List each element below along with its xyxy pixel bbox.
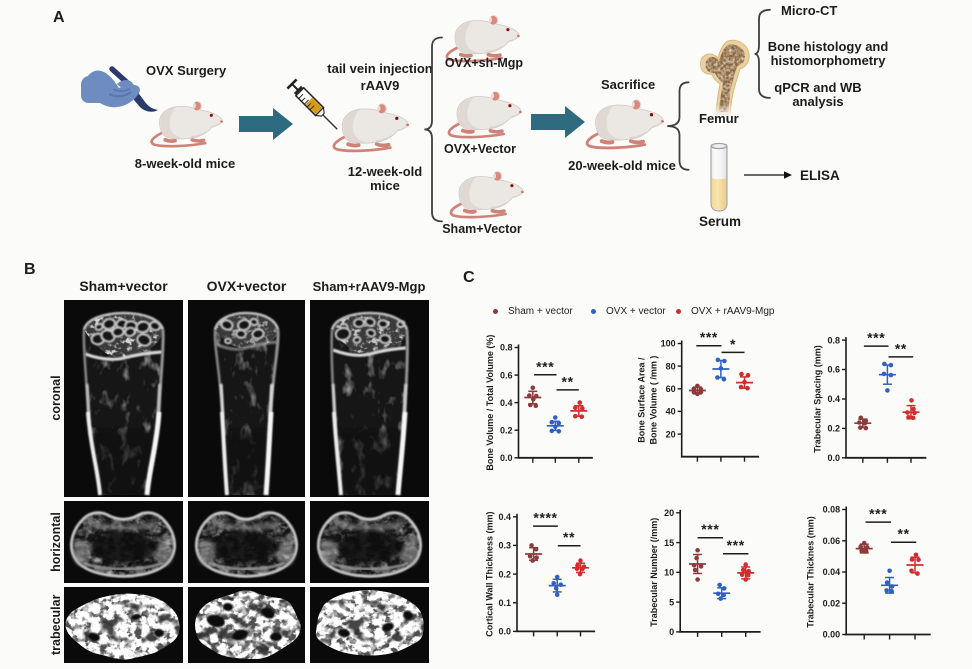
svg-text:Cortical Wall Thickness (mm): Cortical Wall Thickness (mm) xyxy=(485,511,495,636)
svg-text:Trabecular Spacing (mm): Trabecular Spacing (mm) xyxy=(813,345,823,453)
svg-text:***: *** xyxy=(701,521,719,537)
svg-text:40: 40 xyxy=(666,407,676,417)
svg-text:****: **** xyxy=(533,510,557,526)
svg-text:**: ** xyxy=(562,373,574,389)
svg-text:0.4: 0.4 xyxy=(500,398,513,408)
svg-text:***: *** xyxy=(536,358,554,374)
svg-text:0.0: 0.0 xyxy=(827,453,840,463)
svg-text:***: *** xyxy=(727,537,745,553)
svg-text:100: 100 xyxy=(661,339,676,349)
svg-text:***: *** xyxy=(869,506,887,522)
svg-text:0.4: 0.4 xyxy=(827,394,840,404)
svg-text:0.1: 0.1 xyxy=(498,598,511,608)
svg-text:0.8: 0.8 xyxy=(827,335,840,345)
svg-text:0.2: 0.2 xyxy=(500,425,513,435)
svg-text:0.04: 0.04 xyxy=(823,567,841,577)
svg-text:10: 10 xyxy=(664,568,674,578)
svg-text:0: 0 xyxy=(669,627,674,637)
svg-text:80: 80 xyxy=(666,361,676,371)
svg-text:20: 20 xyxy=(664,508,674,518)
svg-text:0.2: 0.2 xyxy=(498,569,511,579)
svg-text:0.02: 0.02 xyxy=(823,599,841,609)
svg-text:0.8: 0.8 xyxy=(500,343,513,353)
svg-text:**: ** xyxy=(895,340,907,356)
svg-text:0.0: 0.0 xyxy=(500,453,513,463)
svg-text:Bone Surface Area /: Bone Surface Area / xyxy=(637,357,647,443)
svg-text:*: * xyxy=(730,336,736,352)
svg-text:***: *** xyxy=(700,329,718,345)
svg-text:5: 5 xyxy=(669,597,674,607)
svg-text:0.06: 0.06 xyxy=(823,536,841,546)
svg-text:Bone Volume / Total Volume (%): Bone Volume / Total Volume (%) xyxy=(485,335,495,471)
svg-text:0.6: 0.6 xyxy=(500,370,513,380)
svg-text:Bone Volume ( /mm ): Bone Volume ( /mm ) xyxy=(648,356,658,445)
svg-text:0.3: 0.3 xyxy=(498,541,511,551)
svg-text:**: ** xyxy=(563,529,575,545)
svg-text:60: 60 xyxy=(666,384,676,394)
svg-text:0.6: 0.6 xyxy=(827,365,840,375)
svg-text:Trabecular Thicknes (mm): Trabecular Thicknes (mm) xyxy=(806,516,816,628)
svg-text:Trabecular Number (/mm): Trabecular Number (/mm) xyxy=(649,518,659,627)
svg-text:0.00: 0.00 xyxy=(823,630,841,640)
svg-text:0.08: 0.08 xyxy=(823,505,841,515)
svg-text:0.0: 0.0 xyxy=(498,627,511,637)
svg-text:15: 15 xyxy=(664,538,674,548)
svg-text:0.4: 0.4 xyxy=(498,512,511,522)
svg-text:20: 20 xyxy=(666,429,676,439)
svg-text:0.2: 0.2 xyxy=(827,424,840,434)
svg-text:***: *** xyxy=(867,330,885,346)
svg-text:**: ** xyxy=(898,526,910,542)
